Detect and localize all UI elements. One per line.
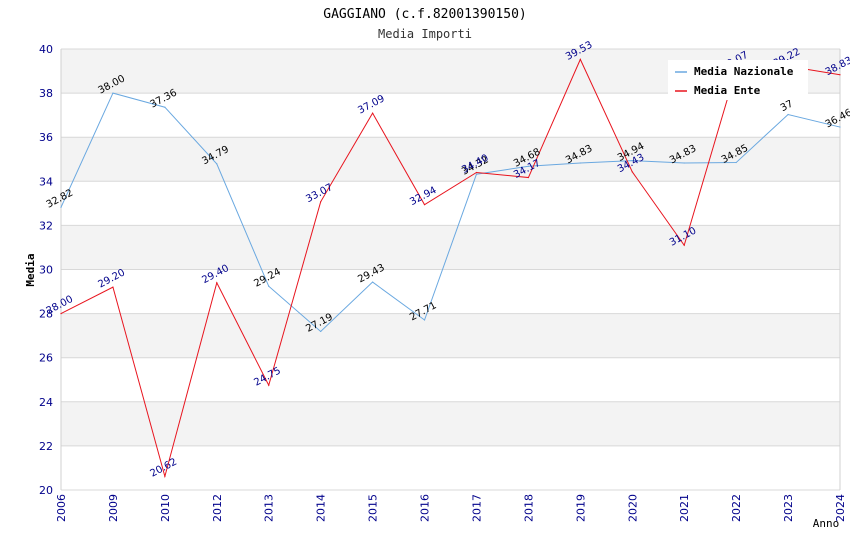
x-tick-label: 2022 [730, 494, 743, 522]
legend-label-ente: Media Ente [694, 84, 761, 97]
data-point [527, 176, 530, 179]
data-point [579, 58, 581, 60]
y-tick-label: 28 [39, 308, 53, 321]
grid-band [61, 445, 840, 490]
y-tick-label: 40 [39, 43, 53, 56]
y-tick-label: 38 [39, 87, 53, 100]
grid-band [61, 313, 840, 358]
data-point [320, 330, 322, 333]
data-point [475, 171, 478, 174]
data-point [683, 244, 685, 246]
data-point [268, 285, 270, 287]
data-point [423, 204, 426, 206]
data-point [112, 286, 114, 288]
grid-band [61, 269, 840, 314]
data-point [423, 319, 426, 321]
grid-band [61, 137, 840, 182]
data-point [631, 171, 633, 173]
x-axis-label: Anno [813, 517, 840, 530]
x-tick-label: 2006 [55, 494, 68, 522]
x-tick-label: 2019 [574, 494, 587, 522]
grid-band [61, 181, 840, 226]
data-point [372, 281, 374, 283]
x-tick-label: 2010 [159, 494, 172, 522]
data-point [60, 206, 62, 208]
chart-title: GAGGIANO (c.f.82001390150) [323, 7, 527, 22]
data-point [631, 159, 633, 162]
data-point [839, 126, 841, 128]
data-point [839, 74, 841, 76]
x-tick-label: 2013 [263, 494, 276, 522]
chart-subtitle: Media Importi [378, 27, 472, 41]
y-tick-label: 20 [39, 484, 53, 497]
y-tick-label: 24 [39, 396, 53, 409]
y-tick-labels: 20 22 24 26 28 30 32 34 36 38 40 [39, 43, 53, 497]
data-point [112, 92, 114, 94]
data-point [787, 113, 789, 116]
series-lines [60, 58, 841, 479]
series-line-nazionale [60, 92, 841, 333]
x-tick-label: 2014 [315, 494, 328, 522]
data-point [527, 165, 530, 167]
data-point [475, 173, 478, 175]
data-point [579, 162, 581, 164]
x-tick-label: 2024 [834, 494, 847, 522]
x-tick-label: 2017 [470, 494, 483, 522]
data-point [60, 313, 62, 315]
legend-label-nazionale: Media Nazionale [694, 65, 794, 78]
data-point [164, 106, 166, 108]
x-tick-label: 2020 [626, 494, 639, 522]
series-line-ente [60, 58, 841, 479]
data-point [320, 201, 322, 203]
data-label: 37 [779, 98, 795, 114]
grid-bands [61, 49, 840, 490]
x-tick-label: 2021 [678, 494, 691, 522]
y-tick-label: 22 [39, 440, 53, 453]
y-tick-label: 32 [39, 219, 53, 232]
data-point [268, 384, 270, 386]
x-tick-label: 2023 [782, 494, 795, 522]
legend: Media Nazionale Media Ente [668, 60, 808, 100]
grid-lines [60, 48, 841, 491]
x-tick-label: 2009 [107, 494, 120, 522]
grid-band [61, 357, 840, 402]
legend-box [668, 60, 808, 100]
y-tick-label: 36 [39, 131, 53, 144]
y-tick-label: 26 [39, 352, 53, 365]
data-point [216, 282, 218, 284]
y-axis-label: Media [24, 253, 37, 286]
grid-band [61, 93, 840, 138]
x-tick-label: 2015 [367, 494, 380, 522]
x-tick-label: 2012 [211, 494, 224, 522]
y-tick-label: 30 [39, 264, 53, 277]
y-tick-label: 34 [39, 175, 53, 188]
data-point [164, 475, 166, 477]
data-point [216, 163, 218, 165]
x-tick-label: 2016 [419, 494, 432, 522]
data-point [683, 162, 685, 164]
data-point [735, 161, 737, 164]
data-point [372, 112, 374, 114]
grid-band [61, 401, 840, 446]
x-tick-label: 2018 [522, 494, 535, 522]
x-tick-labels: 2006 2009 2010 2012 2013 2014 2015 2016 2017 2018… [55, 494, 847, 522]
